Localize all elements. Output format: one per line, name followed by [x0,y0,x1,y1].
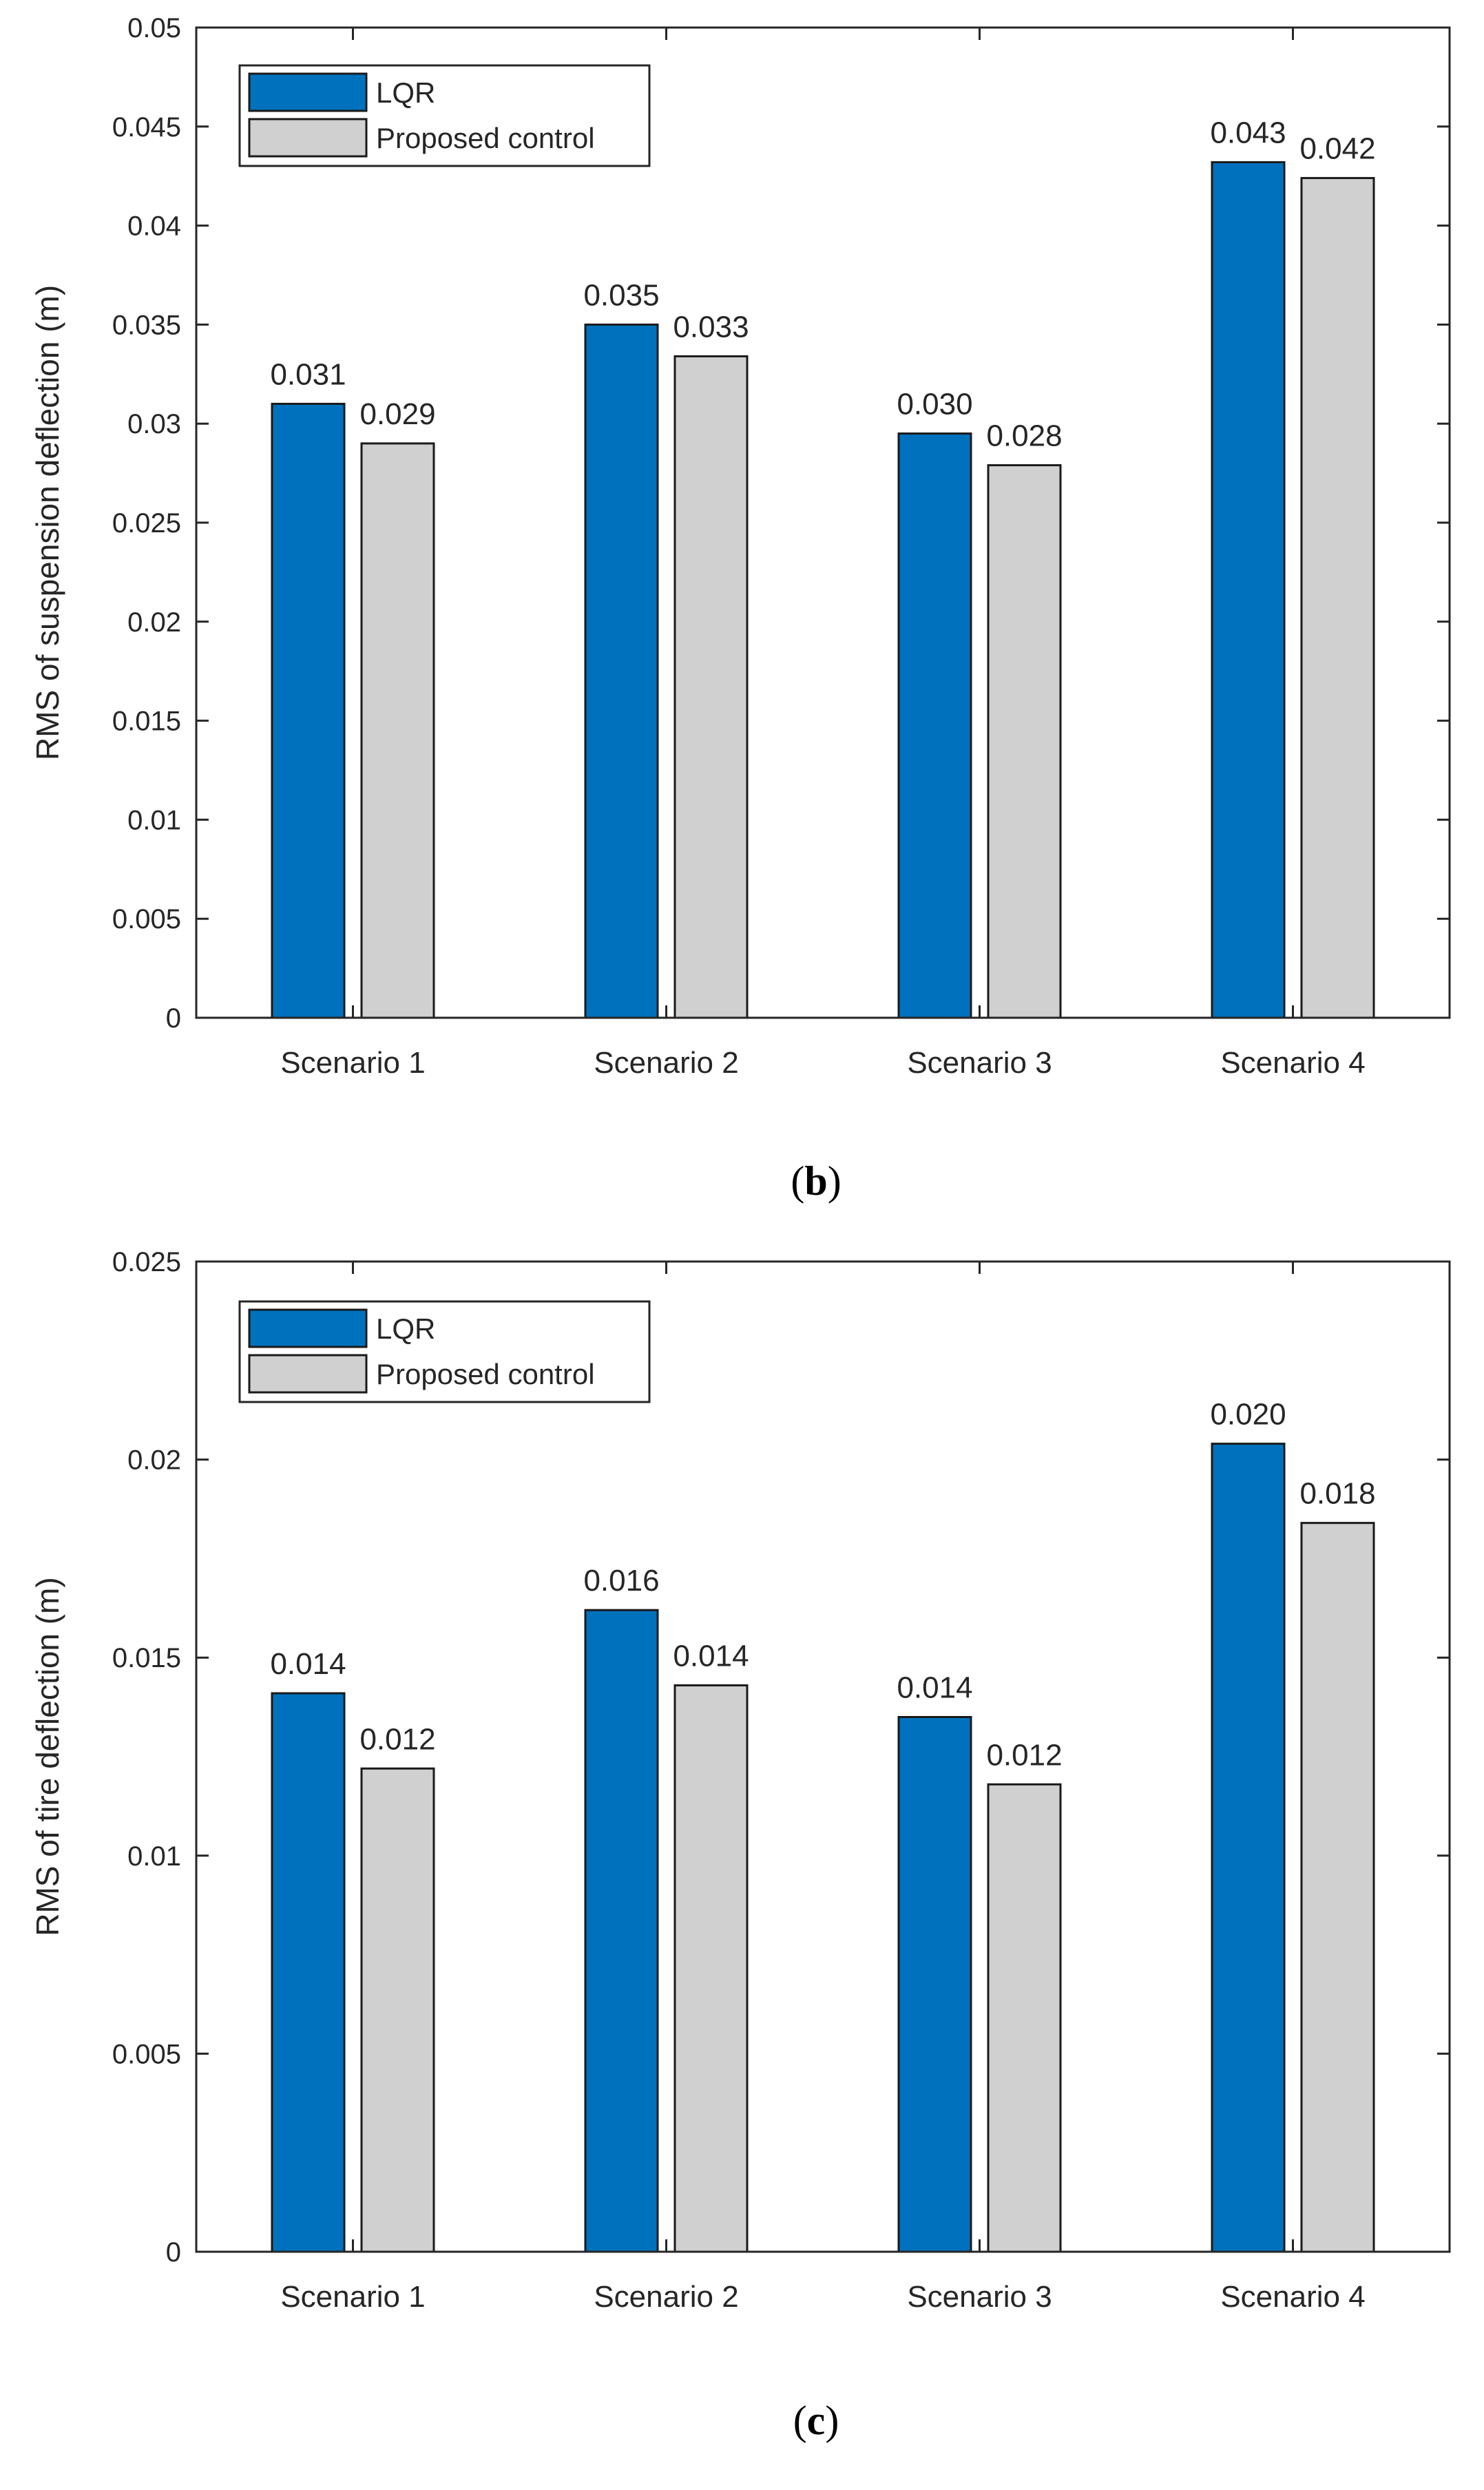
data-label-lqr-3: 0.014 [897,1671,972,1704]
bar-proposed-control-4 [1300,1522,1375,2253]
bar-lqr-1 [271,402,346,1019]
x-category-label-1: Scenario 1 [280,1046,425,1080]
data-label-proposed-control-1: 0.012 [359,1722,435,1756]
x-category-label-4: Scenario 4 [1220,2280,1365,2314]
y-tick-label: 0.025 [112,1247,181,1277]
y-tick-label: 0.035 [112,310,181,340]
data-label-proposed-control-4: 0.042 [1299,132,1375,166]
caption-letter: b [804,1158,827,1204]
y-tick-label: 0.01 [127,805,181,835]
caption-letter: c [807,2398,826,2443]
x-category-label-2: Scenario 2 [594,1046,738,1080]
legend-label-proposed-control: Proposed control [376,122,595,154]
y-axis-title: RMS of tire deflection (m) [30,1577,65,1936]
legend-swatch-lqr [248,72,368,112]
legend: LQR Proposed control [238,64,651,167]
panel-caption: (b) [791,1158,841,1204]
bar-lqr-1 [271,1692,346,2253]
y-tick-label: 0.045 [112,112,181,143]
y-tick-label: 0.01 [127,1841,181,1872]
legend-swatch-lqr [248,1308,368,1348]
bar-lqr-2 [584,1609,659,2253]
chart-panel-b: 0.0310.0350.0300.0430.0290.0330.0280.042… [30,13,1451,1204]
x-category-label-1: Scenario 1 [280,2280,425,2314]
y-tick-label: 0.025 [112,508,181,538]
y-tick-label: 0.015 [112,1643,181,1673]
data-label-lqr-4: 0.043 [1210,116,1286,150]
bar-proposed-control-3 [987,1783,1062,2253]
y-tick-label: 0.04 [127,211,181,242]
data-label-proposed-control-2: 0.014 [673,1639,749,1673]
y-tick-label: 0.005 [112,904,181,934]
legend-swatch-proposed-control [248,1354,368,1394]
data-label-lqr-4: 0.020 [1210,1398,1286,1432]
legend-label-proposed-control: Proposed control [376,1358,595,1390]
legend-label-lqr: LQR [376,76,435,109]
data-label-lqr-2: 0.035 [583,278,659,312]
bar-proposed-control-2 [673,355,749,1019]
y-tick-label: 0.05 [127,13,181,43]
data-label-lqr-3: 0.030 [897,388,972,421]
x-category-label-3: Scenario 3 [907,2280,1052,2314]
bar-proposed-control-1 [360,442,435,1019]
y-axis-title: RMS of suspension deflection (m) [30,285,65,760]
axes-box [195,1260,1451,2253]
data-label-lqr-1: 0.014 [270,1647,346,1681]
data-label-lqr-1: 0.031 [270,357,346,391]
bar-proposed-control-3 [987,464,1062,1019]
y-tick-label: 0.015 [112,707,181,737]
data-label-proposed-control-3: 0.012 [986,1738,1062,1772]
bar-lqr-4 [1211,1443,1286,2253]
caption-close-paren: ) [828,1158,842,1204]
data-label-proposed-control-1: 0.029 [359,397,435,431]
y-tick-label: 0.005 [112,2039,181,2069]
y-tick-label: 0.02 [127,1445,181,1476]
x-category-label-4: Scenario 4 [1220,1046,1365,1080]
legend-label-lqr: LQR [376,1312,435,1345]
bar-proposed-control-1 [360,1767,435,2253]
x-category-label-3: Scenario 3 [907,1046,1052,1080]
bar-lqr-3 [897,432,972,1019]
caption-open-paren: ( [793,2398,807,2443]
y-tick-label: 0.02 [127,607,181,638]
data-label-proposed-control-4: 0.018 [1299,1477,1375,1511]
data-label-lqr-2: 0.016 [583,1564,659,1598]
bar-proposed-control-2 [673,1684,749,2253]
caption-close-paren: ) [825,2398,839,2443]
bar-proposed-control-4 [1300,177,1375,1019]
y-tick-label: 0 [166,2237,181,2268]
legend-swatch-proposed-control [248,118,368,158]
caption-open-paren: ( [791,1158,804,1204]
y-tick-label: 0 [166,1003,181,1034]
bar-lqr-3 [897,1715,972,2253]
panel-caption: (c) [793,2398,839,2443]
data-label-proposed-control-3: 0.028 [986,419,1062,453]
chart-panel-c: 0.0140.0160.0140.0200.0120.0140.0120.018… [30,1247,1451,2443]
bar-lqr-4 [1211,161,1286,1019]
bar-lqr-2 [584,323,659,1019]
data-label-proposed-control-2: 0.033 [673,310,749,344]
y-tick-label: 0.03 [127,409,181,439]
legend: LQR Proposed control [238,1300,651,1403]
x-category-label-2: Scenario 2 [594,2280,738,2314]
